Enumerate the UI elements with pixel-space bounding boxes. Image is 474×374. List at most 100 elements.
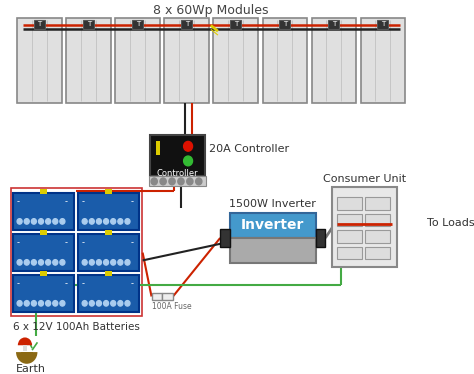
FancyBboxPatch shape	[66, 18, 111, 103]
Text: -: -	[17, 279, 20, 288]
Circle shape	[125, 301, 130, 306]
FancyBboxPatch shape	[152, 292, 162, 300]
Text: -: -	[130, 279, 133, 288]
FancyBboxPatch shape	[13, 193, 74, 230]
Text: 8 x 60Wp Modules: 8 x 60Wp Modules	[154, 4, 269, 17]
Circle shape	[89, 260, 94, 265]
Circle shape	[111, 260, 116, 265]
Circle shape	[82, 219, 87, 224]
Circle shape	[17, 260, 22, 265]
Text: -: -	[65, 197, 68, 206]
Circle shape	[82, 301, 87, 306]
Text: -: -	[65, 238, 68, 247]
Text: T: T	[87, 21, 91, 27]
Circle shape	[125, 260, 130, 265]
Text: -: -	[82, 197, 85, 206]
FancyBboxPatch shape	[78, 234, 139, 271]
Circle shape	[24, 219, 29, 224]
FancyBboxPatch shape	[263, 18, 307, 103]
Circle shape	[169, 178, 175, 185]
Bar	[20, 352, 33, 360]
FancyBboxPatch shape	[78, 275, 139, 312]
Text: 6 x 12V 100Ah Batteries: 6 x 12V 100Ah Batteries	[13, 322, 140, 332]
FancyBboxPatch shape	[13, 275, 74, 312]
Circle shape	[31, 260, 36, 265]
Circle shape	[53, 301, 58, 306]
Circle shape	[125, 219, 130, 224]
FancyBboxPatch shape	[365, 247, 391, 260]
Circle shape	[46, 219, 51, 224]
FancyBboxPatch shape	[116, 18, 160, 103]
Text: T: T	[184, 21, 189, 27]
Text: T: T	[37, 21, 42, 27]
FancyBboxPatch shape	[230, 213, 316, 238]
Circle shape	[60, 301, 65, 306]
Circle shape	[38, 301, 44, 306]
Text: -: -	[82, 279, 85, 288]
FancyBboxPatch shape	[316, 229, 325, 247]
Text: -: -	[65, 279, 68, 288]
FancyBboxPatch shape	[213, 18, 258, 103]
FancyBboxPatch shape	[328, 21, 339, 29]
Circle shape	[104, 260, 109, 265]
FancyBboxPatch shape	[311, 18, 356, 103]
FancyBboxPatch shape	[18, 18, 62, 103]
FancyBboxPatch shape	[162, 292, 173, 300]
Wedge shape	[18, 337, 32, 345]
Text: T: T	[234, 21, 238, 27]
Circle shape	[178, 178, 184, 185]
FancyBboxPatch shape	[337, 197, 362, 210]
FancyBboxPatch shape	[230, 238, 316, 263]
Wedge shape	[16, 352, 37, 364]
FancyBboxPatch shape	[132, 21, 143, 29]
Text: T: T	[283, 21, 287, 27]
Bar	[105, 230, 112, 235]
Text: To Loads: To Loads	[427, 218, 474, 229]
FancyBboxPatch shape	[164, 18, 209, 103]
FancyBboxPatch shape	[337, 247, 362, 260]
Text: -: -	[82, 238, 85, 247]
Circle shape	[46, 260, 51, 265]
FancyBboxPatch shape	[182, 21, 192, 29]
Circle shape	[104, 219, 109, 224]
Text: T: T	[332, 21, 336, 27]
Circle shape	[46, 301, 51, 306]
FancyBboxPatch shape	[220, 229, 230, 247]
Circle shape	[118, 260, 123, 265]
FancyBboxPatch shape	[13, 234, 74, 271]
FancyBboxPatch shape	[365, 214, 391, 226]
FancyBboxPatch shape	[365, 197, 391, 210]
Circle shape	[187, 178, 193, 185]
Text: 20A Controller: 20A Controller	[210, 144, 290, 154]
Text: -: -	[17, 197, 20, 206]
Circle shape	[196, 178, 202, 185]
FancyBboxPatch shape	[150, 135, 205, 175]
Text: -: -	[130, 238, 133, 247]
Circle shape	[31, 301, 36, 306]
Circle shape	[96, 219, 101, 224]
Circle shape	[183, 141, 192, 151]
FancyBboxPatch shape	[280, 21, 290, 29]
Circle shape	[104, 301, 109, 306]
Circle shape	[111, 219, 116, 224]
Circle shape	[38, 219, 44, 224]
Text: Controller: Controller	[156, 169, 198, 178]
Circle shape	[160, 178, 166, 185]
Circle shape	[151, 178, 157, 185]
Circle shape	[60, 260, 65, 265]
Text: T: T	[381, 21, 385, 27]
Bar	[105, 189, 112, 194]
Bar	[40, 189, 47, 194]
Circle shape	[89, 301, 94, 306]
Circle shape	[31, 219, 36, 224]
Circle shape	[17, 301, 22, 306]
Text: -: -	[17, 238, 20, 247]
Text: T: T	[136, 21, 140, 27]
Circle shape	[17, 219, 22, 224]
FancyBboxPatch shape	[332, 187, 397, 267]
Circle shape	[53, 260, 58, 265]
FancyBboxPatch shape	[361, 18, 405, 103]
Circle shape	[118, 301, 123, 306]
Bar	[105, 271, 112, 276]
Text: Consumer Unit: Consumer Unit	[323, 174, 406, 184]
